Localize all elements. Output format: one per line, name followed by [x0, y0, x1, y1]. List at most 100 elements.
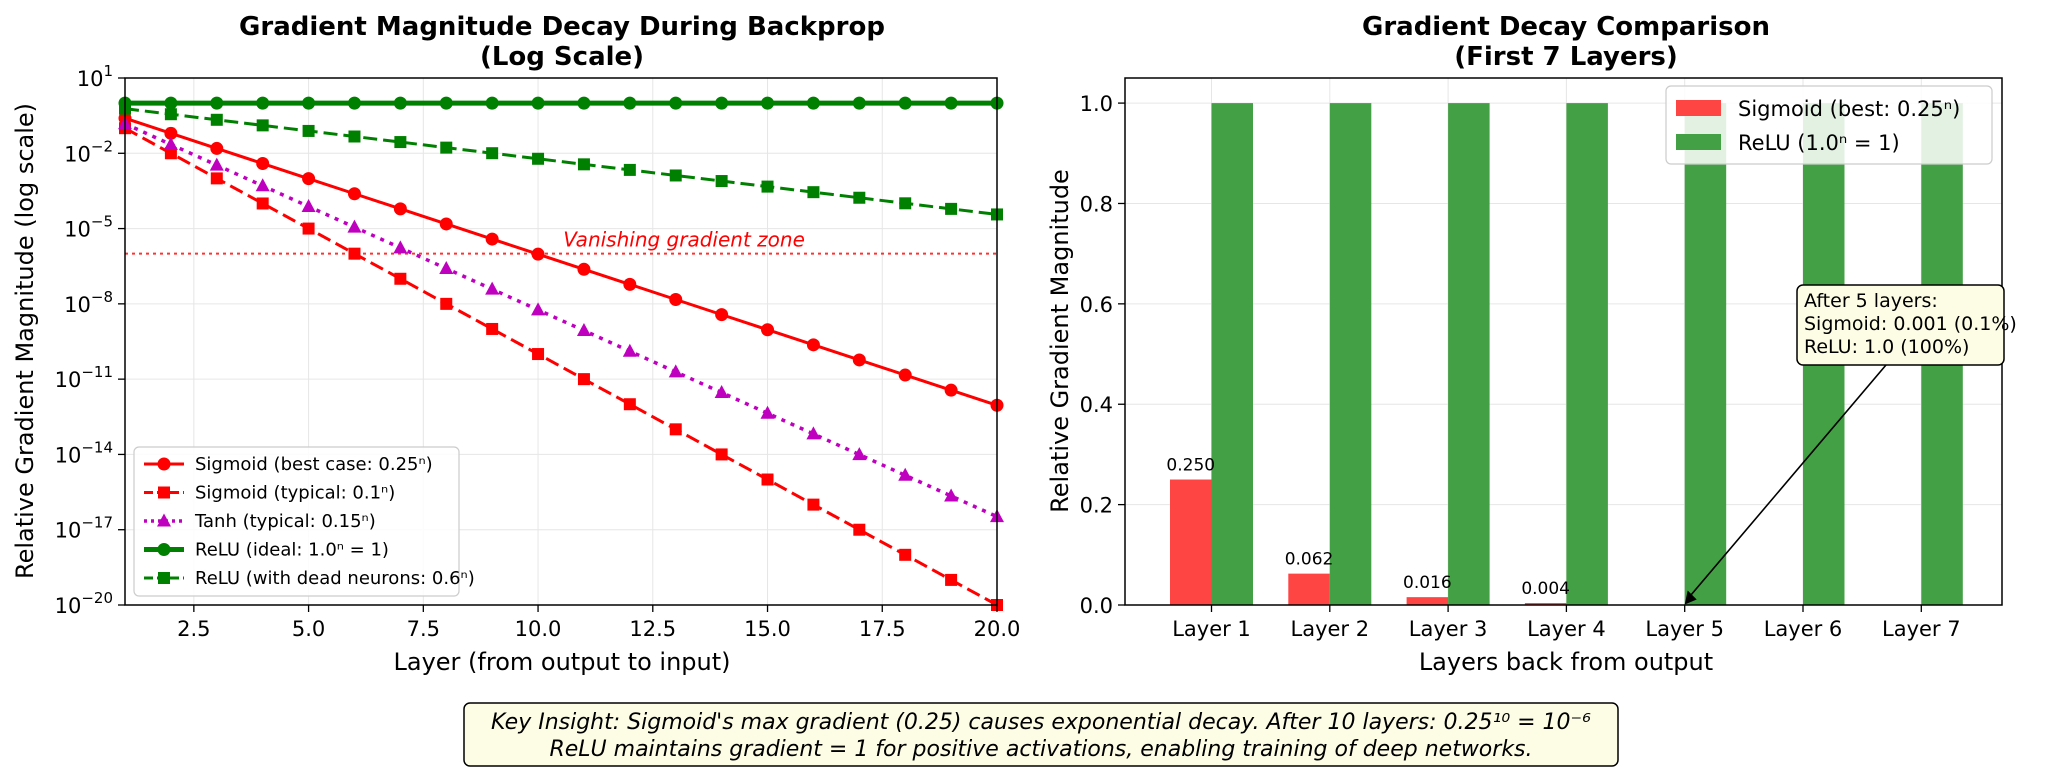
x-tick-label: Layer 2	[1291, 617, 1370, 641]
data-point	[577, 96, 591, 110]
data-point	[898, 467, 913, 481]
legend-swatch-marker	[157, 543, 171, 556]
x-tick-label: 10.0	[515, 617, 562, 641]
data-point	[623, 398, 636, 411]
threshold-line: Vanishing gradient zone	[125, 228, 997, 255]
bar	[1684, 103, 1727, 605]
data-point	[255, 178, 270, 192]
right-y-axis-label: Relative Gradient Magnitude	[1046, 169, 1074, 513]
x-tick-label: 20.0	[974, 617, 1021, 641]
bar	[1524, 603, 1567, 605]
data-point	[164, 108, 177, 121]
data-point	[302, 96, 316, 110]
data-point	[807, 186, 820, 199]
x-tick-label: Layer 7	[1882, 617, 1961, 641]
left-x-ticks: 2.5 5.0 7.5 10.0 12.5 15.0 17.5 20.0	[177, 605, 1020, 641]
right-legend: Sigmoid (best: 0.25ⁿ) ReLU (1.0ⁿ = 1)	[1665, 85, 1993, 165]
data-point	[210, 96, 224, 110]
y-tick-label: 101	[77, 62, 113, 91]
data-point	[899, 197, 912, 210]
data-point	[485, 232, 499, 246]
left-y-axis-label: Relative Gradient Magnitude (log scale)	[11, 103, 39, 579]
data-point	[669, 169, 682, 182]
data-point	[256, 157, 270, 171]
data-point	[348, 247, 361, 260]
data-point	[715, 308, 729, 322]
legend-label: ReLU (ideal: 1.0ⁿ = 1)	[195, 540, 389, 561]
data-point	[945, 573, 958, 586]
data-point	[302, 124, 315, 137]
x-tick-label: 5.0	[292, 617, 325, 641]
data-point	[761, 96, 775, 110]
data-label: 0.016	[1403, 573, 1452, 593]
left-chart: Gradient Magnitude Decay During Backprop…	[11, 12, 1020, 676]
data-point	[623, 163, 636, 176]
data-point	[853, 523, 866, 536]
data-point	[577, 262, 591, 276]
data-point	[210, 172, 223, 185]
legend-entry: ReLU (1.0ⁿ = 1)	[1676, 131, 1900, 155]
data-point	[302, 172, 316, 186]
legend-entry: ReLU (with dead neurons: 0.6ⁿ)	[144, 568, 475, 589]
series-2	[118, 116, 1004, 523]
data-point	[163, 136, 178, 150]
data-point	[531, 96, 545, 110]
data-point	[393, 240, 408, 254]
legend-frame	[133, 446, 460, 597]
data-point	[256, 96, 270, 110]
x-tick-label: Layer 6	[1764, 617, 1843, 641]
y-tick-label: 10−11	[55, 363, 113, 392]
insight-line1: Key Insight: Sigmoid's max gradient (0.2…	[491, 710, 1591, 735]
data-point	[944, 488, 959, 502]
data-point	[486, 147, 499, 160]
annotation-line: ReLU: 1.0 (100%)	[1804, 336, 1969, 358]
data-point	[210, 141, 224, 155]
x-tick-label: 15.0	[744, 617, 791, 641]
legend-label: Sigmoid (best: 0.25ⁿ)	[1738, 97, 1960, 121]
annotation-box	[1796, 284, 2005, 366]
data-point	[440, 297, 453, 310]
annotation-line: Sigmoid: 0.001 (0.1%)	[1804, 313, 2017, 335]
data-point	[760, 405, 775, 419]
left-chart-title-line1: Gradient Magnitude Decay During Backprop	[239, 12, 885, 42]
data-point	[852, 447, 867, 461]
data-point	[164, 96, 178, 110]
x-tick-label: 2.5	[177, 617, 210, 641]
data-point	[347, 96, 361, 110]
legend-label: Tanh (typical: 0.15ⁿ)	[194, 511, 376, 532]
data-point	[669, 293, 683, 307]
legend-label: ReLU (with dead neurons: 0.6ⁿ)	[195, 568, 475, 589]
y-tick-label: 10−20	[55, 589, 113, 618]
data-point	[439, 261, 454, 275]
annotation-arrowhead	[1684, 590, 1697, 605]
y-tick-label: 10−8	[64, 288, 113, 317]
right-chart-title-line1: Gradient Decay Comparison	[1362, 12, 1770, 42]
left-legend: Sigmoid (best case: 0.25ⁿ) Sigmoid (typic…	[133, 446, 475, 597]
data-point	[807, 498, 820, 511]
legend-swatch-marker	[158, 486, 170, 499]
bar	[1211, 103, 1253, 605]
data-point	[393, 96, 407, 110]
left-x-axis-label: Layer (from output to input)	[394, 648, 731, 676]
data-point	[806, 96, 820, 110]
annotation: After 5 layers:Sigmoid: 0.001 (0.1%)ReLU…	[1684, 284, 2017, 605]
data-point	[852, 96, 866, 110]
data-point	[945, 202, 958, 215]
legend-label: Sigmoid (best case: 0.25ⁿ)	[195, 454, 433, 475]
bar	[1566, 103, 1608, 605]
data-point	[944, 96, 958, 110]
data-point	[486, 322, 499, 335]
data-point	[944, 383, 958, 397]
bar-series-0	[1170, 479, 1922, 605]
data-point	[439, 217, 453, 231]
series-line	[124, 107, 998, 216]
y-tick-label: 10−17	[55, 514, 113, 543]
data-point	[806, 426, 821, 440]
data-point	[577, 373, 590, 386]
data-point	[347, 187, 361, 201]
data-point	[668, 364, 683, 378]
insight-box-frame	[463, 702, 1619, 767]
data-point	[577, 158, 590, 171]
data-label: 0.250	[1166, 456, 1215, 476]
data-point	[715, 175, 728, 188]
